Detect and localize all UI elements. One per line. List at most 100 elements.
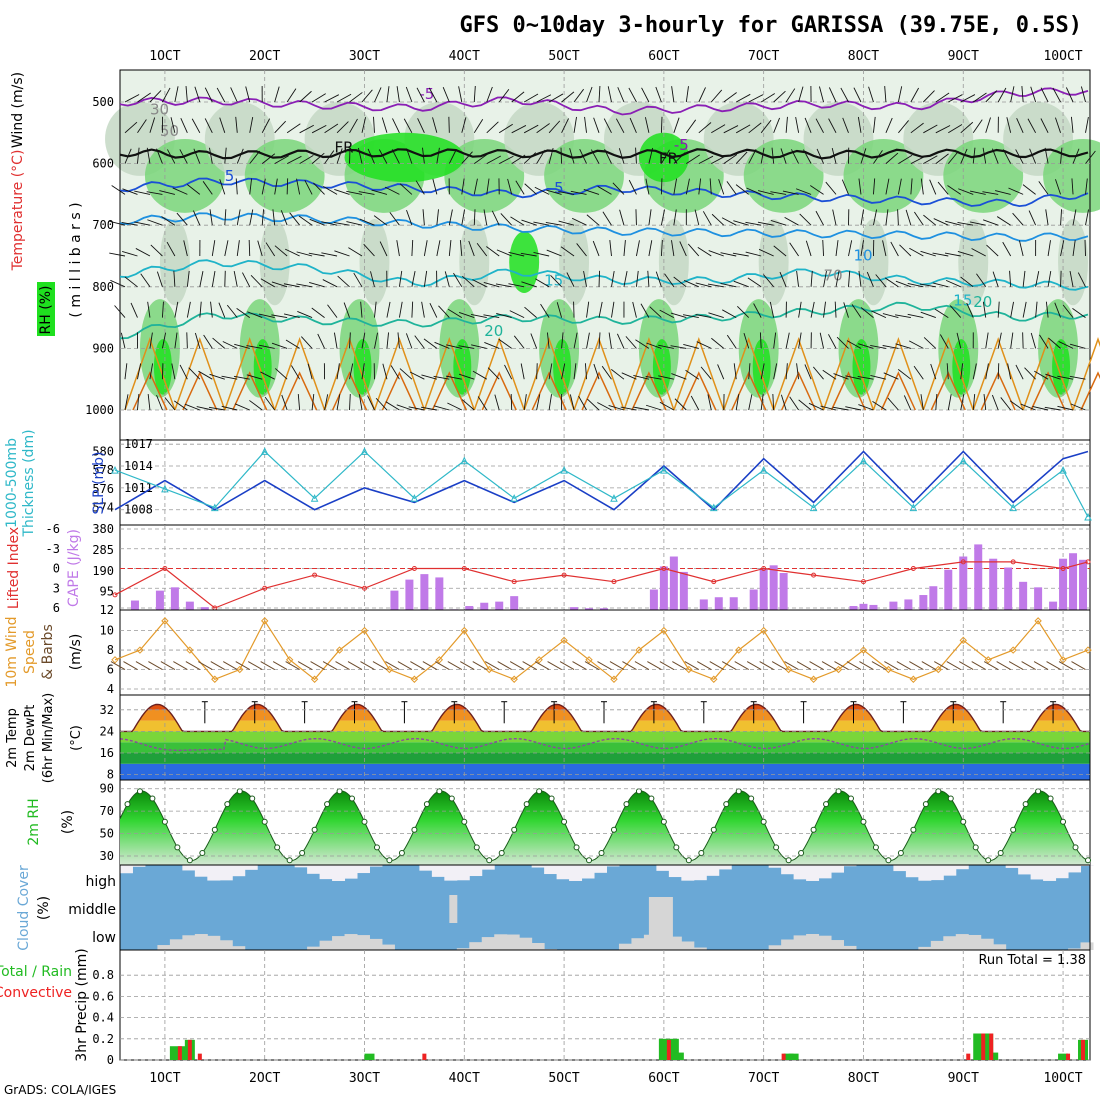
bottom-day-label: 2OCT — [249, 1071, 280, 1086]
cape-lifted-index-panel: -6 -3 0 3 6 380 285 190 95 12 Lifted Index CAPE (J/… — [6, 522, 1091, 617]
wind-barb — [417, 118, 425, 133]
surface-wind-barb — [809, 661, 824, 670]
high-cloud-gap — [456, 865, 470, 881]
lifted-index-line — [114, 561, 1089, 609]
wind-barb — [658, 344, 674, 349]
rh-marker — [299, 849, 306, 856]
cape-bar — [495, 601, 504, 610]
wind-barb — [885, 152, 899, 164]
top-day-label: 9OCT — [948, 49, 979, 64]
wind-barb — [343, 302, 350, 318]
wind-barb — [576, 243, 587, 257]
li-marker — [711, 579, 717, 585]
wind-marker — [236, 665, 244, 674]
wind-barb — [570, 190, 587, 195]
wind-barb — [561, 118, 569, 133]
level-tick-label: 800 — [92, 280, 114, 294]
wind-barb — [587, 398, 600, 411]
low-cloud-gap — [481, 937, 495, 950]
wind-barb — [683, 343, 699, 349]
wind-barb — [498, 88, 510, 103]
wind-barb — [770, 191, 787, 195]
wind-barb — [566, 272, 575, 288]
wind-barb — [745, 221, 762, 226]
wind-barb — [442, 87, 450, 103]
wind-barb — [773, 245, 787, 257]
wind-barb — [1085, 150, 1096, 164]
rh2m-axis-label: 2m RH — [26, 798, 42, 845]
wind-barb — [433, 375, 450, 380]
surface-wind-barb — [410, 661, 425, 670]
wind-barb — [299, 90, 312, 103]
rh-marker — [972, 844, 979, 851]
wind-barb — [956, 332, 962, 349]
thickness-marker — [809, 503, 818, 512]
wind-barb — [992, 271, 999, 287]
wind-barb — [934, 308, 949, 318]
wind-barb — [1057, 405, 1074, 411]
wind-barb — [708, 312, 724, 319]
wind-barb — [474, 153, 488, 164]
wind-barb — [147, 394, 151, 411]
wind-barb — [895, 343, 911, 349]
wind-barb — [1029, 148, 1037, 164]
wind-marker — [1034, 617, 1042, 625]
isotherm-30 — [581, 371, 617, 411]
wind-barb — [249, 178, 253, 195]
rh-marker — [1072, 844, 1079, 851]
wind-barb — [436, 147, 440, 164]
cape-bar — [974, 544, 983, 610]
cape-bar — [919, 595, 928, 610]
top-day-label: 5OCT — [548, 49, 579, 64]
wind-barb — [281, 394, 288, 411]
rh-tick-label: 70 — [100, 804, 114, 818]
surface-wind-barb — [659, 661, 675, 670]
wind-barb — [805, 240, 812, 257]
wind-barb — [711, 155, 726, 164]
wind-barb — [174, 301, 179, 318]
wind-barb — [593, 363, 600, 380]
wind-barb — [707, 394, 712, 411]
wind-barb — [1069, 375, 1086, 380]
wind-barb — [1072, 307, 1086, 318]
wind-barb — [1006, 117, 1012, 133]
wind-barb — [261, 178, 266, 195]
wind-barb — [584, 116, 587, 133]
wind-barb — [785, 363, 788, 380]
wind-barb — [720, 282, 737, 288]
wind-barb — [812, 366, 824, 380]
wind-barb — [972, 92, 987, 103]
wind-barb — [1060, 147, 1063, 164]
isotherm-25 — [922, 336, 974, 411]
wind-barb — [804, 117, 812, 133]
wind-barb — [949, 305, 962, 318]
wind-barb — [498, 338, 512, 349]
wind-barb — [1085, 178, 1088, 195]
high-cloud-gap — [469, 865, 483, 877]
wind-barb — [972, 147, 976, 164]
wind-barb — [245, 86, 251, 103]
wind-barb — [586, 301, 590, 318]
wind-barb — [336, 394, 341, 411]
rh-marker — [723, 801, 730, 808]
low-cloud-gap — [469, 942, 483, 950]
wind-barb — [461, 399, 475, 411]
wind-barb — [561, 332, 564, 349]
thickness-marker — [759, 466, 768, 474]
precip-total-bar — [658, 1038, 669, 1060]
wind-barb — [161, 332, 167, 349]
wind-barb — [598, 270, 601, 287]
wind-barb — [633, 374, 650, 380]
wind-barb — [895, 314, 911, 319]
wind-barb — [124, 121, 138, 134]
wind-barb — [298, 215, 313, 226]
wind-barb — [184, 403, 200, 411]
wind-barb — [845, 375, 862, 380]
wind-barb — [746, 187, 762, 195]
wind-barb — [645, 404, 662, 411]
wind-barb — [885, 209, 889, 226]
wind-barb — [446, 375, 462, 380]
wind-barb — [996, 216, 1011, 226]
wind-barb — [191, 118, 201, 134]
precip-convective-bar — [422, 1053, 427, 1060]
